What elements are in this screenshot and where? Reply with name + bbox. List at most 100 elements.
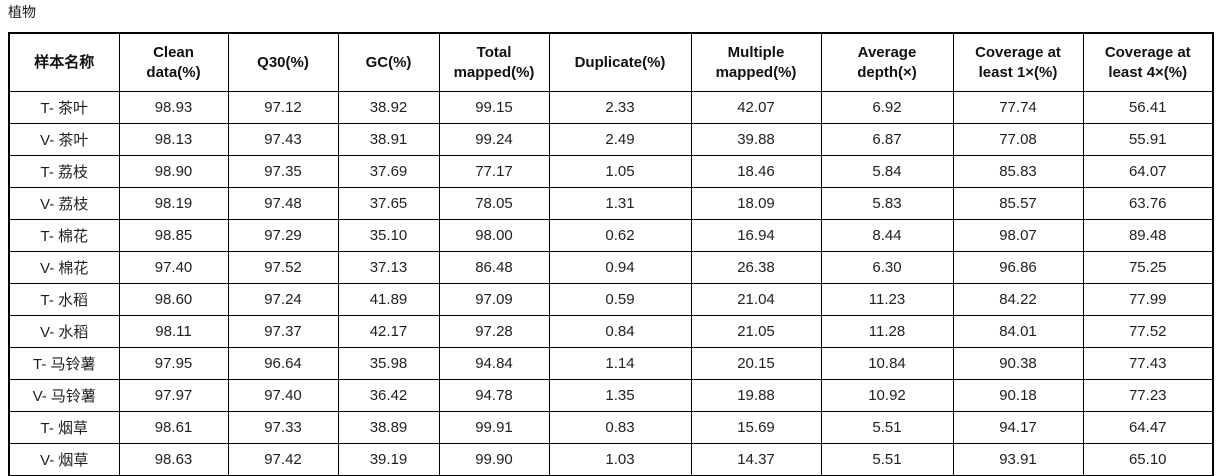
value-cell: 37.13 <box>337 251 440 284</box>
value-cell: 97.48 <box>227 187 339 220</box>
value-cell: 96.86 <box>952 251 1084 284</box>
value-cell: 64.47 <box>1082 411 1214 444</box>
value-cell: 99.91 <box>438 411 550 444</box>
value-cell: 98.60 <box>118 283 229 316</box>
value-cell: 38.89 <box>337 411 440 444</box>
value-cell: 55.91 <box>1082 123 1214 156</box>
value-cell: 77.99 <box>1082 283 1214 316</box>
value-cell: 18.09 <box>690 187 822 220</box>
value-cell: 90.38 <box>952 347 1084 380</box>
table-row: T- 茶叶 98.93 97.12 38.92 99.15 2.33 42.07 6.92 77… <box>8 91 1214 124</box>
value-cell: 97.40 <box>118 251 229 284</box>
value-cell: 0.59 <box>548 283 692 316</box>
value-cell: 77.17 <box>438 155 550 188</box>
value-cell: 0.94 <box>548 251 692 284</box>
value-cell: 97.09 <box>438 283 550 316</box>
sample-name-cell: T- 荔枝 <box>8 155 120 188</box>
value-cell: 77.52 <box>1082 315 1214 348</box>
value-cell: 97.28 <box>438 315 550 348</box>
sample-name-cell: V- 水稻 <box>8 315 120 348</box>
sample-name-cell: V- 荔枝 <box>8 187 120 220</box>
table-row: T- 荔枝 98.90 97.35 37.69 77.17 1.05 18.46 5.84 85… <box>8 155 1214 188</box>
value-cell: 1.35 <box>548 379 692 412</box>
value-cell: 39.19 <box>337 443 440 476</box>
value-cell: 97.42 <box>227 443 339 476</box>
column-header: Q30(%) <box>227 32 339 92</box>
sample-name-cell: T- 马铃薯 <box>8 347 120 380</box>
header-row: 样本名称 Clean data(%) Q30(%) GC(%) Total mapped… <box>8 32 1214 92</box>
sample-name-cell: T- 茶叶 <box>8 91 120 124</box>
table-body: T- 茶叶 98.93 97.12 38.92 99.15 2.33 42.07 6.92 77… <box>8 91 1214 476</box>
table-row: T- 烟草 98.61 97.33 38.89 99.91 0.83 15.69 5.51 94… <box>8 411 1214 444</box>
value-cell: 2.33 <box>548 91 692 124</box>
value-cell: 97.52 <box>227 251 339 284</box>
value-cell: 99.24 <box>438 123 550 156</box>
value-cell: 11.23 <box>820 283 954 316</box>
value-cell: 1.14 <box>548 347 692 380</box>
value-cell: 26.38 <box>690 251 822 284</box>
sample-name-cell: T- 烟草 <box>8 411 120 444</box>
table-row: T- 水稻 98.60 97.24 41.89 97.09 0.59 21.04 11.23 8… <box>8 283 1214 316</box>
sample-qc-table: 样本名称 Clean data(%) Q30(%) GC(%) Total mapped… <box>8 32 1214 476</box>
value-cell: 18.46 <box>690 155 822 188</box>
column-header: 样本名称 <box>8 32 120 92</box>
value-cell: 2.49 <box>548 123 692 156</box>
value-cell: 11.28 <box>820 315 954 348</box>
value-cell: 39.88 <box>690 123 822 156</box>
sample-name-cell: T- 水稻 <box>8 283 120 316</box>
value-cell: 10.84 <box>820 347 954 380</box>
value-cell: 5.51 <box>820 411 954 444</box>
value-cell: 84.22 <box>952 283 1084 316</box>
sample-name-cell: V- 马铃薯 <box>8 379 120 412</box>
value-cell: 6.30 <box>820 251 954 284</box>
table-row: V- 水稻 98.11 97.37 42.17 97.28 0.84 21.05 11.28 8… <box>8 315 1214 348</box>
value-cell: 5.84 <box>820 155 954 188</box>
value-cell: 96.64 <box>227 347 339 380</box>
value-cell: 37.69 <box>337 155 440 188</box>
value-cell: 19.88 <box>690 379 822 412</box>
value-cell: 98.00 <box>438 219 550 252</box>
value-cell: 75.25 <box>1082 251 1214 284</box>
value-cell: 1.05 <box>548 155 692 188</box>
column-header: Clean data(%) <box>118 32 229 92</box>
value-cell: 97.29 <box>227 219 339 252</box>
value-cell: 90.18 <box>952 379 1084 412</box>
value-cell: 98.61 <box>118 411 229 444</box>
value-cell: 89.48 <box>1082 219 1214 252</box>
value-cell: 99.90 <box>438 443 550 476</box>
value-cell: 36.42 <box>337 379 440 412</box>
value-cell: 63.76 <box>1082 187 1214 220</box>
value-cell: 8.44 <box>820 219 954 252</box>
value-cell: 84.01 <box>952 315 1084 348</box>
value-cell: 98.11 <box>118 315 229 348</box>
value-cell: 1.03 <box>548 443 692 476</box>
value-cell: 98.90 <box>118 155 229 188</box>
table-row: T- 棉花 98.85 97.29 35.10 98.00 0.62 16.94 8.44 98… <box>8 219 1214 252</box>
value-cell: 77.23 <box>1082 379 1214 412</box>
column-header: Multiple mapped(%) <box>690 32 822 92</box>
value-cell: 35.10 <box>337 219 440 252</box>
table-row: V- 荔枝 98.19 97.48 37.65 78.05 1.31 18.09 5.83 85… <box>8 187 1214 220</box>
table-row: V- 烟草 98.63 97.42 39.19 99.90 1.03 14.37 5.51 93… <box>8 443 1214 476</box>
column-header: Average depth(×) <box>820 32 954 92</box>
value-cell: 0.84 <box>548 315 692 348</box>
sample-name-cell: V- 棉花 <box>8 251 120 284</box>
value-cell: 97.33 <box>227 411 339 444</box>
value-cell: 5.83 <box>820 187 954 220</box>
value-cell: 10.92 <box>820 379 954 412</box>
table-row: V- 棉花 97.40 97.52 37.13 86.48 0.94 26.38 6.30 96… <box>8 251 1214 284</box>
column-header: Coverage at least 4×(%) <box>1082 32 1214 92</box>
value-cell: 0.83 <box>548 411 692 444</box>
value-cell: 56.41 <box>1082 91 1214 124</box>
value-cell: 78.05 <box>438 187 550 220</box>
value-cell: 42.17 <box>337 315 440 348</box>
value-cell: 6.92 <box>820 91 954 124</box>
value-cell: 97.95 <box>118 347 229 380</box>
value-cell: 0.62 <box>548 219 692 252</box>
value-cell: 64.07 <box>1082 155 1214 188</box>
value-cell: 93.91 <box>952 443 1084 476</box>
table-row: T- 马铃薯 97.95 96.64 35.98 94.84 1.14 20.15 10.84… <box>8 347 1214 380</box>
column-header: Coverage at least 1×(%) <box>952 32 1084 92</box>
value-cell: 98.19 <box>118 187 229 220</box>
